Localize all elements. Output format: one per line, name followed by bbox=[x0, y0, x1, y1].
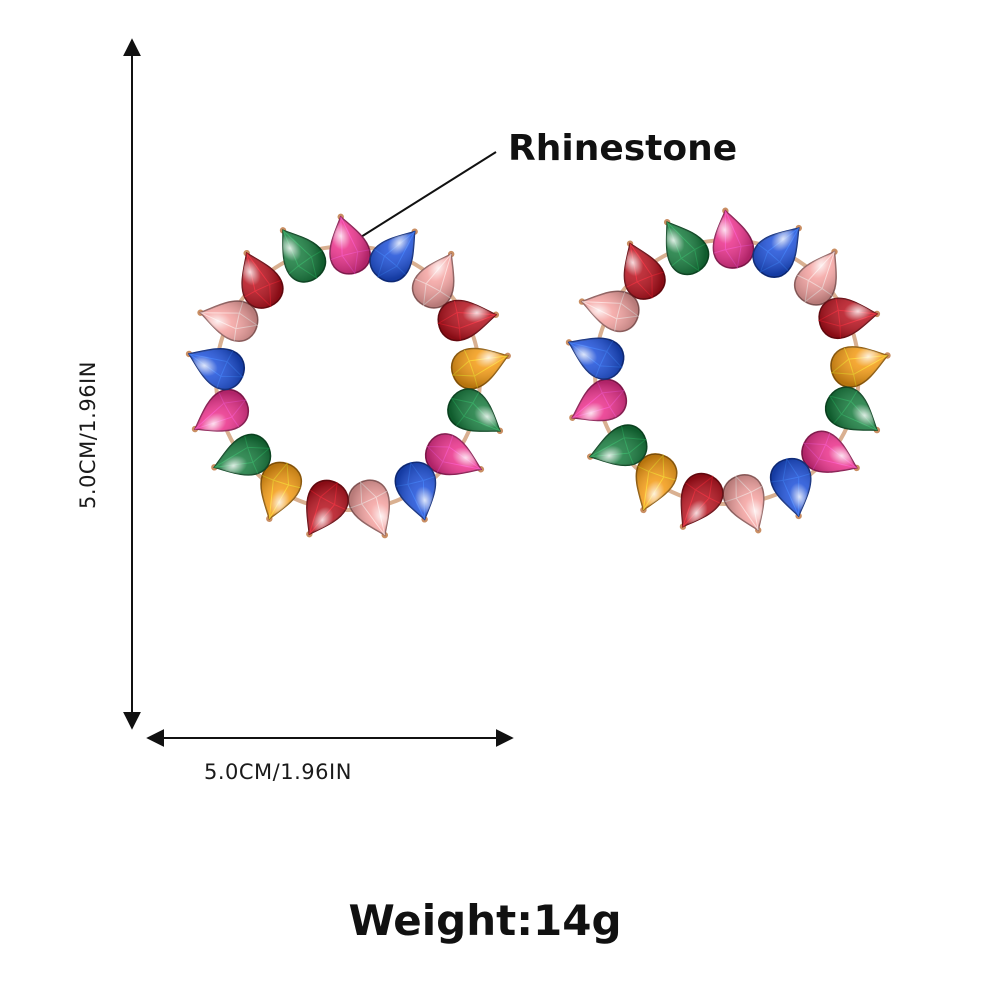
left-stone-gloss bbox=[438, 300, 496, 341]
rhinestone-label: Rhinestone bbox=[508, 128, 738, 169]
left-rhinestone bbox=[197, 300, 259, 342]
weight-label: Weight:14g bbox=[348, 896, 622, 945]
right-rhinestone bbox=[712, 207, 755, 269]
left-rhinestone bbox=[306, 479, 349, 538]
height-dimension-label: 5.0CM/1.96IN bbox=[76, 361, 100, 509]
right-rhinestone bbox=[769, 457, 812, 520]
right-rhinestone bbox=[663, 218, 710, 276]
left-rhinestone bbox=[411, 250, 455, 309]
right-stone-gloss bbox=[770, 458, 811, 516]
right-stone-gloss bbox=[801, 431, 857, 473]
right-rhinestone bbox=[830, 346, 891, 388]
right-rhinestone bbox=[801, 430, 860, 473]
right-stone-gloss bbox=[723, 474, 764, 531]
left-rhinestone bbox=[191, 388, 250, 433]
right-rhinestone bbox=[587, 424, 648, 467]
right-rhinestone bbox=[623, 240, 666, 300]
left-stone-gloss bbox=[260, 462, 302, 519]
left-stone-gloss bbox=[189, 348, 245, 390]
right-stone-gloss bbox=[753, 228, 799, 278]
right-stone-gloss bbox=[830, 346, 888, 388]
left-stone-gloss bbox=[447, 389, 500, 432]
width-dimension-label: 5.0CM/1.96IN bbox=[204, 760, 352, 784]
right-rhinestone bbox=[817, 297, 881, 340]
left-stone-gloss bbox=[214, 434, 271, 475]
right-rhinestone bbox=[824, 386, 881, 434]
right-stone-gloss bbox=[666, 222, 709, 275]
right-stone-gloss bbox=[819, 298, 877, 339]
left-stone-gloss bbox=[451, 348, 508, 389]
left-stone-gloss bbox=[395, 462, 436, 520]
left-rhinestone bbox=[424, 433, 485, 476]
right-stone-gloss bbox=[590, 425, 647, 466]
left-rhinestone bbox=[447, 388, 504, 435]
left-stone-gloss bbox=[425, 433, 481, 475]
left-rhinestone bbox=[329, 213, 371, 275]
right-stone-gloss bbox=[825, 387, 877, 431]
left-rhinestone bbox=[211, 433, 272, 476]
right-stone-gloss bbox=[713, 210, 754, 269]
right-rhinestone bbox=[722, 474, 765, 534]
right-rhinestone bbox=[569, 378, 628, 422]
left-stone-gloss bbox=[194, 389, 249, 431]
left-earring bbox=[185, 213, 511, 539]
left-rhinestone bbox=[279, 227, 327, 283]
left-stone-gloss bbox=[282, 230, 326, 282]
right-rhinestone bbox=[565, 337, 625, 380]
right-stone-gloss bbox=[581, 291, 639, 332]
left-stone-gloss bbox=[370, 231, 415, 282]
left-rhinestone bbox=[185, 348, 245, 391]
left-stone-gloss bbox=[242, 253, 283, 309]
right-stone-gloss bbox=[568, 338, 624, 380]
callout-leader-line bbox=[344, 151, 497, 248]
right-stone-gloss bbox=[624, 243, 666, 300]
left-stone-gloss bbox=[200, 301, 258, 342]
left-rhinestone bbox=[369, 228, 418, 283]
left-stone-gloss bbox=[412, 254, 454, 308]
right-stone-gloss bbox=[636, 453, 677, 510]
right-rhinestone bbox=[679, 472, 724, 530]
right-rhinestone bbox=[578, 290, 640, 333]
left-stone-gloss bbox=[330, 216, 371, 274]
right-stone-gloss bbox=[794, 251, 837, 305]
right-rhinestone bbox=[752, 224, 802, 279]
left-rhinestone bbox=[260, 461, 302, 522]
right-stone-gloss bbox=[572, 379, 627, 421]
left-rhinestone bbox=[347, 479, 390, 539]
right-rhinestone bbox=[635, 453, 678, 514]
left-stone-gloss bbox=[306, 480, 349, 535]
left-rhinestone bbox=[450, 347, 511, 390]
left-rhinestone bbox=[437, 299, 500, 342]
right-stone-gloss bbox=[681, 473, 723, 527]
left-rhinestone bbox=[394, 461, 437, 523]
left-stone-gloss bbox=[348, 480, 390, 536]
right-rhinestone bbox=[793, 248, 838, 306]
right-earring bbox=[565, 207, 891, 534]
left-rhinestone bbox=[241, 249, 284, 309]
